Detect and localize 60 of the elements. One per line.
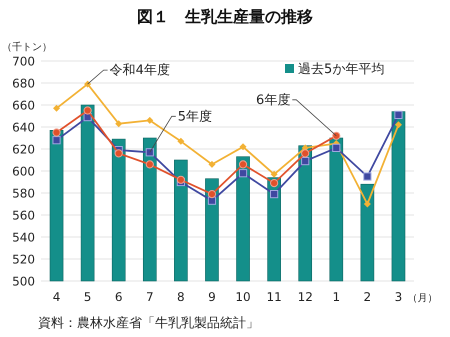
point (52, 136, 61, 144)
point (364, 200, 371, 208)
x-tick-label: 6 (114, 290, 123, 304)
x-tick-label: 2 (364, 290, 372, 304)
y-tick-label: 600 (12, 164, 35, 178)
x-tick-label: 8 (177, 290, 185, 304)
x-tick-label: 9 (208, 290, 216, 304)
x-axis-title: （月） (407, 293, 438, 304)
point (115, 120, 122, 128)
point (270, 170, 278, 178)
text: 資料：農林水産省「牛乳乳製品統計」 (38, 315, 259, 331)
point (146, 116, 154, 124)
y-tick-label: 660 (12, 98, 35, 112)
point (208, 160, 216, 168)
y-tick-label: 580 (12, 186, 35, 200)
point (146, 148, 154, 156)
y-tick-label: 560 (12, 208, 35, 222)
y-tick-label: 500 (12, 274, 35, 288)
y-tick-label: 520 (12, 252, 35, 266)
x-tick-label: 3 (394, 290, 402, 304)
y-tick-label: 620 (12, 142, 35, 156)
y-tick-label: 700 (12, 54, 35, 68)
point (53, 104, 60, 112)
point (114, 149, 123, 158)
x-tick-label: 10 (235, 290, 251, 304)
point (84, 106, 92, 115)
x-tick-label: 5 (84, 290, 92, 304)
point (52, 128, 61, 137)
x-tick-label: 1 (332, 290, 340, 304)
y-tick-label: 540 (12, 230, 35, 244)
point (208, 190, 216, 198)
point (363, 172, 372, 181)
point (332, 144, 340, 152)
point (270, 179, 278, 188)
point (301, 149, 310, 158)
point (238, 160, 248, 168)
x-tick-label: 11 (266, 290, 282, 304)
point (240, 143, 247, 150)
point (394, 110, 403, 119)
point (177, 138, 184, 145)
legend: 過去5か年平均 (285, 62, 384, 77)
point (238, 169, 248, 178)
point (332, 132, 340, 140)
point (176, 176, 185, 184)
y-tick-label: 640 (12, 120, 35, 134)
point (84, 80, 92, 88)
point (146, 160, 154, 168)
text: 5年度 (178, 108, 212, 124)
series-label: 令和4年度 (110, 62, 170, 78)
point (270, 190, 278, 198)
y-tick-label: 680 (12, 76, 35, 90)
x-tick-label: 12 (298, 290, 313, 304)
point (301, 157, 310, 166)
text: 6年度 (256, 92, 290, 108)
y-axis-title: （千トン） (2, 41, 52, 53)
point (208, 196, 216, 205)
point (394, 121, 402, 128)
chart-title: 図１ 生乳生産量の推移 (137, 7, 313, 26)
x-tick-label: 4 (52, 290, 60, 304)
x-tick-label: 7 (146, 290, 154, 304)
